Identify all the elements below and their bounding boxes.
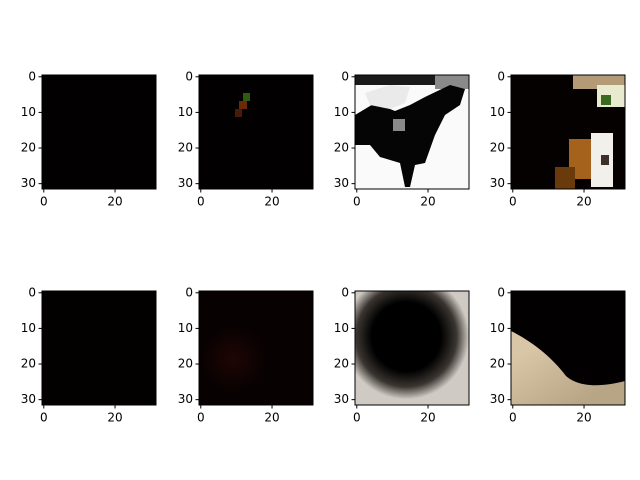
y-tick-label: 20 — [334, 141, 349, 155]
axes-frame — [510, 74, 626, 190]
y-tick-label: 20 — [490, 141, 505, 155]
y-tick-label: 0 — [341, 285, 349, 299]
y-tick-label: 0 — [497, 285, 505, 299]
y-tick-label: 30 — [490, 176, 505, 190]
y-tick-label: 0 — [185, 285, 193, 299]
y-tick-label: 10 — [334, 105, 349, 119]
y-tick-label: 20 — [178, 141, 193, 155]
y-tick-label: 20 — [21, 357, 36, 371]
y-tick-label: 30 — [334, 392, 349, 406]
y-tick-label: 0 — [28, 69, 36, 83]
x-tick-label: 0 — [40, 195, 48, 209]
y-tick-label: 20 — [490, 357, 505, 371]
image — [199, 75, 313, 189]
y-tick-label: 10 — [21, 105, 36, 119]
x-tick-label: 0 — [40, 411, 48, 425]
axes-frame — [198, 290, 314, 406]
axes-frame — [198, 74, 314, 190]
x-tick-label: 20 — [264, 411, 279, 425]
y-tick-label: 30 — [334, 176, 349, 190]
y-tick-label: 0 — [185, 69, 193, 83]
y-tick-label: 10 — [490, 105, 505, 119]
x-tick-label: 20 — [420, 195, 435, 209]
x-tick-label: 0 — [353, 195, 361, 209]
y-tick-label: 30 — [21, 176, 36, 190]
y-tick-label: 0 — [341, 69, 349, 83]
axes-frame — [354, 290, 470, 406]
x-tick-label: 0 — [509, 195, 517, 209]
x-tick-label: 0 — [197, 411, 205, 425]
image — [511, 291, 625, 405]
x-tick-label: 20 — [576, 411, 591, 425]
axes-frame — [41, 290, 157, 406]
image — [355, 75, 469, 189]
x-tick-label: 20 — [107, 411, 122, 425]
y-tick-label: 20 — [178, 357, 193, 371]
y-tick-label: 20 — [334, 357, 349, 371]
y-tick-label: 30 — [21, 392, 36, 406]
image — [199, 291, 313, 405]
y-tick-label: 30 — [178, 176, 193, 190]
y-tick-label: 0 — [497, 69, 505, 83]
x-tick-label: 20 — [107, 195, 122, 209]
axes-frame — [41, 74, 157, 190]
x-tick-label: 20 — [264, 195, 279, 209]
y-tick-label: 30 — [178, 392, 193, 406]
x-tick-label: 0 — [197, 195, 205, 209]
y-tick-label: 10 — [178, 321, 193, 335]
image — [42, 75, 156, 189]
image — [511, 75, 625, 189]
image — [42, 291, 156, 405]
x-tick-label: 0 — [353, 411, 361, 425]
image — [355, 291, 469, 405]
y-tick-label: 0 — [28, 285, 36, 299]
x-tick-label: 20 — [576, 195, 591, 209]
x-tick-label: 0 — [509, 411, 517, 425]
y-tick-label: 10 — [490, 321, 505, 335]
y-tick-label: 10 — [178, 105, 193, 119]
x-tick-label: 20 — [420, 411, 435, 425]
y-tick-label: 30 — [490, 392, 505, 406]
y-tick-label: 20 — [21, 141, 36, 155]
y-tick-label: 10 — [21, 321, 36, 335]
axes-frame — [354, 74, 470, 190]
y-tick-label: 10 — [334, 321, 349, 335]
axes-frame — [510, 290, 626, 406]
